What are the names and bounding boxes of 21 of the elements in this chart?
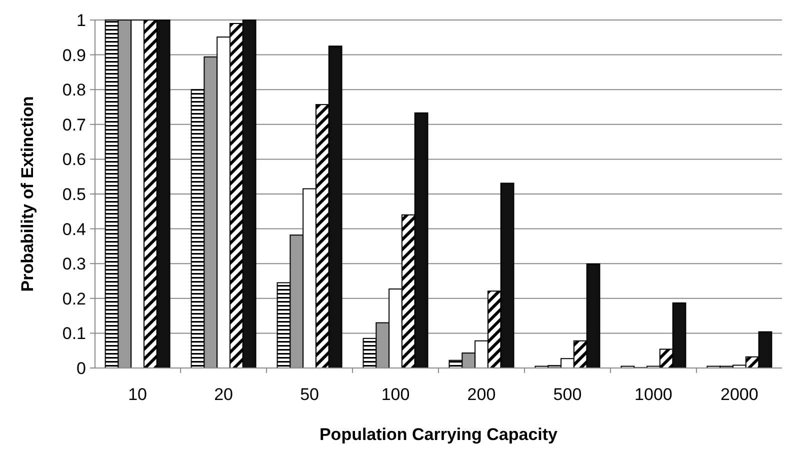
y-tick-label: 0.2	[62, 289, 86, 308]
x-axis-title: Population Carrying Capacity	[319, 425, 558, 444]
x-tick-label: 1000	[634, 385, 672, 404]
y-tick-label: 0.8	[62, 80, 86, 100]
y-tick-label: 0.6	[62, 150, 86, 170]
x-tick-label: 200	[467, 385, 496, 404]
y-tick-label: 0.9	[62, 46, 86, 65]
y-tick-label: 0.5	[62, 184, 86, 204]
y-tick-label: 0.4	[62, 220, 86, 239]
x-tick-label: 10	[128, 385, 148, 404]
x-tick-label: 2000	[720, 385, 758, 404]
x-tick-label: 100	[381, 385, 410, 404]
x-tick-label: 20	[214, 385, 234, 404]
y-tick-label: 1	[76, 10, 86, 30]
y-tick-label: 0.1	[62, 324, 86, 344]
y-tick-label: 0	[76, 358, 86, 378]
x-tick-label: 50	[300, 385, 319, 404]
x-tick-label: 500	[553, 385, 582, 404]
y-axis-title: Probability of Extinction	[18, 96, 37, 292]
y-tick-label: 0.7	[62, 115, 86, 134]
y-tick-label: 0.3	[62, 254, 86, 274]
